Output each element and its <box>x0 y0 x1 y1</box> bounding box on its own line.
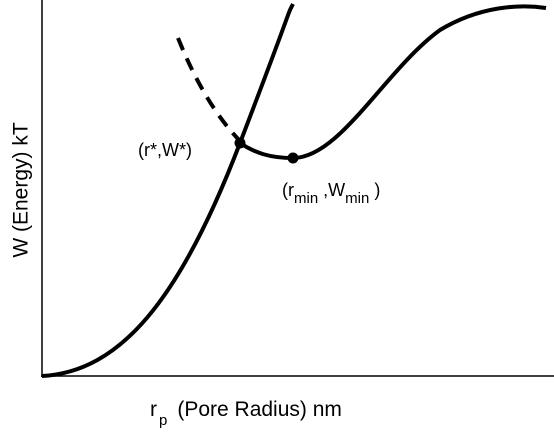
label-part: ,W <box>318 180 345 200</box>
label-sub: min <box>345 190 369 207</box>
dashed-curve <box>176 37 242 143</box>
x-axis-label: r p (Pore Radius) nm <box>150 398 342 429</box>
label-part: ) <box>369 180 380 200</box>
critical-label: (r*,W*) <box>138 140 192 160</box>
x-symbol: r <box>150 398 157 421</box>
minimum-label: (rmin ,Wmin ) <box>282 180 380 207</box>
minimum-point <box>287 152 299 164</box>
energy-curve <box>238 4 547 161</box>
nucleation-curve <box>41 3 295 378</box>
x-subscript: p <box>159 412 167 429</box>
critical-point <box>234 137 246 149</box>
y-axis-label: W (Energy) kT <box>10 122 33 258</box>
label-part: (r <box>282 180 294 200</box>
label-sub: min <box>294 190 318 207</box>
x-text: (Pore Radius) nm <box>177 398 342 421</box>
